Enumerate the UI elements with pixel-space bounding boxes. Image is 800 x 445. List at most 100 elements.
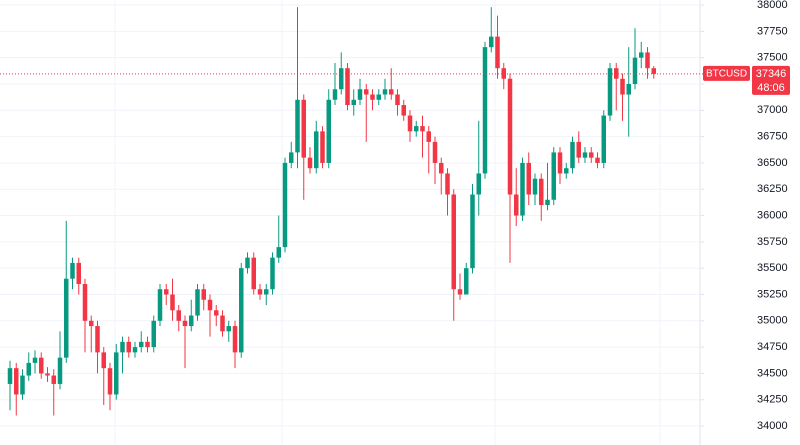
candle-body bbox=[157, 289, 163, 321]
y-tick-label: 34750 bbox=[757, 341, 788, 353]
candle-body bbox=[526, 162, 531, 195]
candle-body bbox=[220, 315, 225, 332]
candle-body bbox=[232, 326, 238, 353]
candle-body bbox=[189, 315, 194, 327]
candles bbox=[7, 7, 656, 416]
candle-body bbox=[245, 257, 250, 269]
y-tick-label: 34250 bbox=[757, 394, 788, 406]
y-tick-label: 37000 bbox=[757, 104, 788, 116]
candle-body bbox=[501, 68, 506, 79]
candle-body bbox=[364, 89, 369, 95]
y-tick-label: 35750 bbox=[757, 236, 788, 248]
candle-body bbox=[289, 152, 294, 163]
candle-body bbox=[126, 341, 131, 353]
candle-body bbox=[507, 78, 513, 195]
candle-body bbox=[576, 141, 581, 158]
candle-body bbox=[395, 94, 400, 106]
candle-body bbox=[32, 357, 38, 363]
candle-body bbox=[276, 247, 281, 258]
price-box bbox=[752, 65, 790, 95]
candle-body bbox=[401, 105, 406, 116]
y-tick-label: 34000 bbox=[757, 420, 788, 432]
candle-body bbox=[57, 357, 63, 384]
candle-body bbox=[632, 57, 638, 84]
candle-body bbox=[170, 294, 175, 311]
candle-body bbox=[139, 341, 144, 348]
candle-body bbox=[414, 126, 419, 132]
y-tick-label: 34500 bbox=[757, 367, 788, 379]
candle-body bbox=[389, 89, 394, 95]
candle-body bbox=[626, 83, 631, 95]
candle-body bbox=[101, 352, 106, 369]
candle-body bbox=[95, 326, 100, 353]
candle-body bbox=[470, 194, 475, 269]
candle-body bbox=[151, 320, 156, 348]
y-tick-label: 36750 bbox=[757, 131, 788, 143]
y-tick-label: 36000 bbox=[757, 209, 788, 221]
grid bbox=[0, 4, 700, 427]
candle-body bbox=[614, 68, 619, 79]
time-grid bbox=[114, 0, 661, 445]
y-tick-label: 35000 bbox=[757, 315, 788, 327]
candle-body bbox=[195, 289, 200, 316]
candle-body bbox=[495, 36, 500, 69]
candle-body bbox=[651, 68, 656, 74]
candle-body bbox=[532, 178, 538, 195]
candle-body bbox=[464, 268, 469, 295]
candle-body bbox=[226, 326, 231, 332]
candle-body bbox=[132, 347, 138, 353]
candle-body bbox=[420, 126, 425, 132]
candle-body bbox=[301, 99, 306, 158]
symbol-label: BTCUSD bbox=[706, 69, 747, 80]
candle-body bbox=[20, 375, 25, 395]
candle-body bbox=[607, 68, 613, 116]
candle-body bbox=[545, 199, 550, 206]
y-tick-label: 37750 bbox=[757, 25, 788, 37]
candle-body bbox=[457, 289, 463, 295]
candle-body bbox=[176, 310, 181, 321]
candle-body bbox=[307, 157, 313, 169]
candle-body bbox=[439, 162, 444, 174]
candle-body bbox=[70, 262, 75, 279]
candle-body bbox=[7, 368, 13, 384]
candle-body bbox=[489, 36, 494, 48]
candle-body bbox=[295, 99, 300, 153]
candle-body bbox=[582, 152, 588, 158]
candle-body bbox=[114, 352, 119, 395]
candle-body bbox=[357, 89, 363, 100]
candle-body bbox=[82, 283, 88, 321]
candle-body bbox=[564, 168, 569, 174]
candle-body bbox=[145, 341, 150, 348]
candle-body bbox=[557, 152, 563, 174]
candle-body bbox=[320, 131, 325, 163]
candle-body bbox=[451, 194, 456, 290]
candle-body bbox=[26, 362, 31, 376]
candle-body bbox=[164, 289, 169, 295]
candle-body bbox=[14, 368, 19, 395]
candle-body bbox=[520, 162, 525, 216]
candle-body bbox=[589, 152, 594, 158]
y-tick-label: 35500 bbox=[757, 262, 788, 274]
candle-body bbox=[345, 68, 350, 106]
candle-body bbox=[476, 173, 481, 195]
candle-body bbox=[551, 152, 556, 200]
candle-body bbox=[239, 268, 244, 353]
candle-body bbox=[539, 178, 544, 206]
last-price-value: 37346 bbox=[756, 68, 787, 80]
y-tick-label: 36250 bbox=[757, 183, 788, 195]
candle-body bbox=[645, 52, 650, 69]
candle-body bbox=[64, 278, 69, 358]
y-tick-label: 36500 bbox=[757, 157, 788, 169]
y-tick-label: 35250 bbox=[757, 288, 788, 300]
candle-body bbox=[620, 78, 625, 95]
candle-body bbox=[370, 94, 375, 100]
candle-body bbox=[601, 115, 606, 163]
candle-body bbox=[326, 99, 331, 163]
candle-body bbox=[570, 141, 575, 169]
candle-body bbox=[214, 310, 219, 316]
candle-body bbox=[314, 131, 319, 169]
candle-body bbox=[207, 299, 213, 311]
candle-body bbox=[257, 289, 263, 295]
candle-body bbox=[332, 89, 338, 100]
